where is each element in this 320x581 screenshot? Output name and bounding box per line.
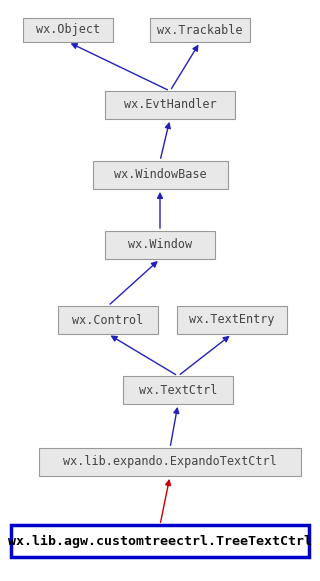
Text: wx.Control: wx.Control [72, 314, 144, 327]
Bar [105, 231, 215, 259]
Text: wx.Trackable: wx.Trackable [157, 23, 243, 37]
Text: wx.lib.expando.ExpandoTextCtrl: wx.lib.expando.ExpandoTextCtrl [63, 456, 277, 468]
Text: wx.EvtHandler: wx.EvtHandler [124, 99, 216, 112]
Text: wx.Window: wx.Window [128, 238, 192, 252]
Bar [105, 91, 235, 119]
Text: wx.TextCtrl: wx.TextCtrl [139, 383, 217, 396]
Bar [11, 525, 309, 557]
Bar [92, 161, 228, 189]
Bar [177, 306, 287, 334]
Text: wx.Object: wx.Object [36, 23, 100, 37]
Text: wx.lib.agw.customtreectrl.TreeTextCtrl: wx.lib.agw.customtreectrl.TreeTextCtrl [8, 535, 312, 547]
Text: wx.TextEntry: wx.TextEntry [189, 314, 275, 327]
Bar [150, 18, 250, 42]
Bar [58, 306, 158, 334]
Bar [39, 448, 301, 476]
Bar [123, 376, 233, 404]
Text: wx.WindowBase: wx.WindowBase [114, 168, 206, 181]
Bar [23, 18, 113, 42]
